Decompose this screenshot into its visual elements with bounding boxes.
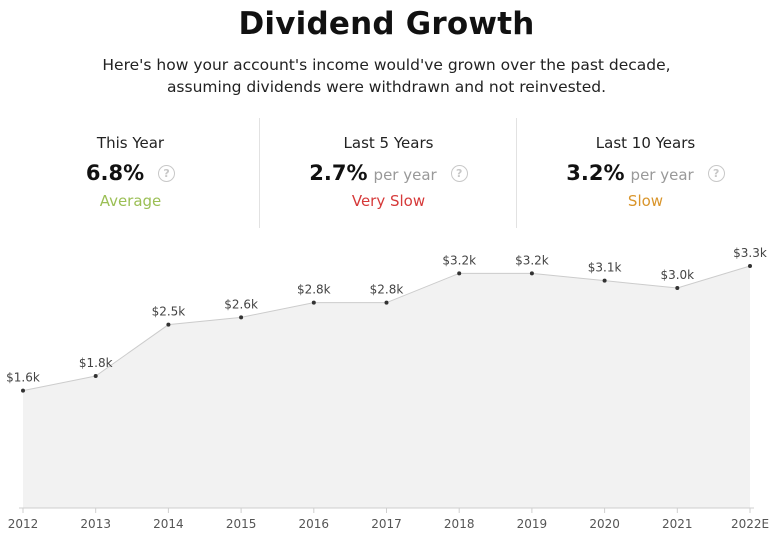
page-subtitle: Here's how your account's income would'v… — [0, 54, 773, 98]
area-fill — [23, 266, 750, 508]
data-label: $1.6k — [6, 371, 40, 385]
data-point — [239, 315, 244, 320]
question-circle-icon[interactable]: ? — [450, 164, 468, 182]
question-circle-icon[interactable]: ? — [707, 164, 725, 182]
subtitle-line-1: Here's how your account's income would'v… — [102, 56, 671, 74]
x-tick-label: 2022E — [731, 517, 769, 531]
stat-rating: Slow — [627, 192, 664, 210]
data-label: $2.8k — [297, 283, 331, 297]
dividend-area-chart: $1.6k 2012 $1.8k 2013 $2.5k 2014 $2.6k 2015 $2.8… — [6, 246, 769, 531]
stat-this-year: This Year 6.8% ? Average — [2, 118, 259, 228]
data-point — [21, 388, 25, 393]
stat-value: 6.8% — [85, 161, 145, 185]
data-label: $2.5k — [152, 305, 186, 319]
x-tick-label: 2021 — [662, 517, 693, 531]
stat-unit: per year — [630, 166, 694, 184]
stat-label: Last 10 Years — [595, 134, 696, 152]
data-point — [602, 278, 607, 283]
stat-rating: Very Slow — [351, 192, 426, 210]
stat-last-10-years: Last 10 Years 3.2% per year ? Slow — [516, 118, 773, 228]
subtitle-line-2: assuming dividends were withdrawn and no… — [166, 78, 607, 96]
data-label: $3.0k — [660, 268, 694, 282]
data-label: $1.8k — [79, 356, 113, 370]
stat-value: 3.2% — [566, 161, 625, 185]
x-tick-label: 2015 — [226, 517, 257, 531]
data-label: $2.8k — [370, 283, 404, 297]
data-point — [311, 300, 316, 305]
data-label: $3.2k — [515, 253, 549, 267]
stat-value: 2.7% — [309, 161, 368, 185]
data-label: $3.3k — [733, 246, 767, 260]
data-label: $2.6k — [224, 297, 258, 311]
stat-last-5-years: Last 5 Years 2.7% per year ? Very Slow — [259, 118, 517, 228]
stat-rating: Average — [99, 192, 162, 210]
x-tick-label: 2017 — [371, 517, 402, 531]
x-tick-label: 2016 — [299, 517, 330, 531]
stat-label: This Year — [96, 134, 165, 152]
x-tick-label: 2014 — [153, 517, 184, 531]
data-point — [529, 271, 534, 276]
data-point — [384, 300, 389, 305]
x-tick-label: 2018 — [444, 517, 475, 531]
data-point — [166, 322, 171, 327]
x-tick-label: 2019 — [517, 517, 548, 531]
stat-label: Last 5 Years — [343, 134, 434, 152]
x-tick-label: 2012 — [8, 517, 39, 531]
x-tick-label: 2013 — [80, 517, 111, 531]
page-title: Dividend Growth — [238, 6, 535, 42]
data-point — [457, 271, 462, 276]
data-label: $3.2k — [442, 253, 476, 267]
data-label: $3.1k — [588, 261, 622, 275]
x-tick-label: 2020 — [589, 517, 620, 531]
data-point — [748, 264, 752, 268]
question-circle-icon[interactable]: ? — [158, 164, 176, 182]
dividend-chart: $1.6k 2012 $1.8k 2013 $2.5k 2014 $2.6k 2015 $2.8… — [0, 240, 773, 541]
stats-panel: This Year 6.8% ? Average Last 5 Years 2.… — [0, 118, 773, 228]
stat-unit: per year — [373, 166, 437, 184]
data-point — [675, 286, 680, 290]
data-point — [93, 374, 98, 378]
